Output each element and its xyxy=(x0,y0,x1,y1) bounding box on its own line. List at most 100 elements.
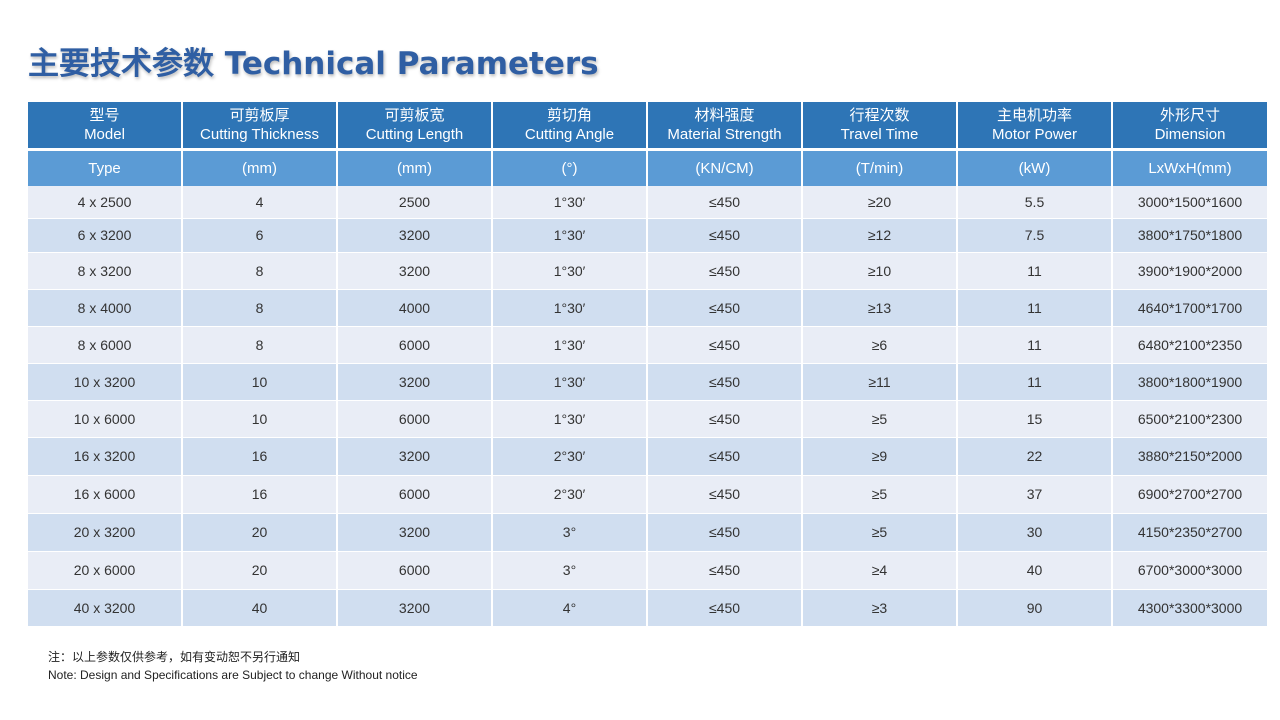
table-cell: ≤450 xyxy=(647,551,803,590)
header-row-names: 型号 Model 可剪板厚 Cutting Thickness 可剪板宽 Cutting … xyxy=(28,102,1267,151)
column-header: 可剪板厚 Cutting Thickness xyxy=(182,102,338,151)
table-cell: ≤450 xyxy=(647,326,803,364)
table-cell: ≥9 xyxy=(802,437,958,476)
table-cell: 8 xyxy=(182,252,338,290)
table-cell: 3° xyxy=(492,513,648,552)
table-cell: 16 xyxy=(182,475,338,514)
table-cell: 2°30′ xyxy=(492,475,648,514)
table-cell: ≥5 xyxy=(802,513,958,552)
parameters-table: 型号 Model 可剪板厚 Cutting Thickness 可剪板宽 Cutting … xyxy=(28,102,1267,627)
table-cell: ≥20 xyxy=(802,186,958,219)
table-cell: 4° xyxy=(492,589,648,627)
table-cell: ≤450 xyxy=(647,437,803,476)
table-cell: 4 x 2500 xyxy=(28,186,183,219)
table-cell: 1°30′ xyxy=(492,400,648,438)
table-cell: 4000 xyxy=(337,289,493,327)
column-header-en: Cutting Thickness xyxy=(200,126,319,143)
table-cell: 7.5 xyxy=(957,218,1113,253)
column-header-en: Dimension xyxy=(1154,126,1226,143)
table-cell: 6700*3000*3000 xyxy=(1112,551,1267,590)
table-cell: 20 x 6000 xyxy=(28,551,183,590)
table-cell: 37 xyxy=(957,475,1113,514)
table-row: 20 x 3200 20 3200 3° ≤450 ≥5 30 4150*2350*2700 xyxy=(28,513,1267,552)
table-cell: 8 x 6000 xyxy=(28,326,183,364)
table-cell: 6480*2100*2350 xyxy=(1112,326,1267,364)
table-cell: 1°30′ xyxy=(492,252,648,290)
table-cell: 6000 xyxy=(337,326,493,364)
footnote-en: Note: Design and Specifications are Subj… xyxy=(48,668,418,682)
table-cell: 8 x 4000 xyxy=(28,289,183,327)
table-cell: 10 xyxy=(182,400,338,438)
table-cell: 20 x 3200 xyxy=(28,513,183,552)
table-cell: 1°30′ xyxy=(492,289,648,327)
table-row: 16 x 6000 16 6000 2°30′ ≤450 ≥5 37 6900*2700*27… xyxy=(28,475,1267,514)
table-cell: 20 xyxy=(182,513,338,552)
column-header-en: Model xyxy=(84,126,125,143)
page-title: 主要技术参数 Technical Parameters xyxy=(28,46,599,82)
table-cell: ≥10 xyxy=(802,252,958,290)
table-cell: ≤450 xyxy=(647,589,803,627)
column-header-en: Travel Time xyxy=(840,126,919,143)
column-unit: LxWxH(mm) xyxy=(1112,149,1267,186)
column-header-cn: 行程次数 xyxy=(849,107,910,124)
column-header-cn: 可剪板宽 xyxy=(384,107,445,124)
table-cell: 10 x 3200 xyxy=(28,363,183,401)
table-cell: 3200 xyxy=(337,363,493,401)
column-header-cn: 型号 xyxy=(89,107,120,124)
column-header: 外形尺寸 Dimension xyxy=(1112,102,1267,151)
column-header-en: Material Strength xyxy=(667,126,782,143)
table-cell: 30 xyxy=(957,513,1113,552)
table-cell: 20 xyxy=(182,551,338,590)
table-cell: 4300*3300*3000 xyxy=(1112,589,1267,627)
table-row: 40 x 3200 40 3200 4° ≤450 ≥3 90 4300*3300*3000 xyxy=(28,589,1267,627)
column-header: 型号 Model xyxy=(28,102,183,151)
column-header: 可剪板宽 Cutting Length xyxy=(337,102,493,151)
column-header-en: Cutting Angle xyxy=(524,126,615,143)
table-cell: ≥5 xyxy=(802,475,958,514)
table-cell: 6500*2100*2300 xyxy=(1112,400,1267,438)
table-row: 8 x 4000 8 4000 1°30′ ≤450 ≥13 11 4640*1700*170… xyxy=(28,289,1267,327)
table-cell: 11 xyxy=(957,252,1113,290)
table-cell: 3900*1900*2000 xyxy=(1112,252,1267,290)
table-cell: 3000*1500*1600 xyxy=(1112,186,1267,219)
column-unit: (KN/CM) xyxy=(647,149,803,186)
table-cell: ≥6 xyxy=(802,326,958,364)
table-cell: ≤450 xyxy=(647,475,803,514)
column-header-cn: 可剪板厚 xyxy=(229,107,290,124)
table-header: 型号 Model 可剪板厚 Cutting Thickness 可剪板宽 Cutting … xyxy=(28,102,1267,186)
column-header: 剪切角 Cutting Angle xyxy=(492,102,648,151)
table-cell: 40 xyxy=(182,589,338,627)
table-cell: 40 xyxy=(957,551,1113,590)
table-cell: 16 x 6000 xyxy=(28,475,183,514)
table-cell: ≥13 xyxy=(802,289,958,327)
table-cell: ≥4 xyxy=(802,551,958,590)
table-cell: 6 x 3200 xyxy=(28,218,183,253)
table-cell: 8 x 3200 xyxy=(28,252,183,290)
table-cell: 3200 xyxy=(337,252,493,290)
table-cell: 1°30′ xyxy=(492,363,648,401)
column-unit: (mm) xyxy=(337,149,493,186)
table-cell: ≥5 xyxy=(802,400,958,438)
table-cell: 22 xyxy=(957,437,1113,476)
column-header: 主电机功率 Motor Power xyxy=(957,102,1113,151)
table-cell: 1°30′ xyxy=(492,186,648,219)
table-cell: 1°30′ xyxy=(492,326,648,364)
table-cell: 8 xyxy=(182,326,338,364)
table-cell: 3200 xyxy=(337,437,493,476)
table-cell: 5.5 xyxy=(957,186,1113,219)
table-cell: 10 x 6000 xyxy=(28,400,183,438)
table-body: 4 x 2500 4 2500 1°30′ ≤450 ≥20 5.5 3000*1500*16… xyxy=(28,186,1267,627)
table-cell: 90 xyxy=(957,589,1113,627)
column-unit: (T/min) xyxy=(802,149,958,186)
column-unit: (kW) xyxy=(957,149,1113,186)
table-cell: 4150*2350*2700 xyxy=(1112,513,1267,552)
table-row: 16 x 3200 16 3200 2°30′ ≤450 ≥9 22 3880*2150*20… xyxy=(28,437,1267,476)
table-cell: 40 x 3200 xyxy=(28,589,183,627)
table-cell: 10 xyxy=(182,363,338,401)
table-cell: 3200 xyxy=(337,513,493,552)
table-cell: ≥3 xyxy=(802,589,958,627)
table-cell: ≤450 xyxy=(647,400,803,438)
table-cell: 11 xyxy=(957,289,1113,327)
table-cell: 16 x 3200 xyxy=(28,437,183,476)
table-cell: ≥11 xyxy=(802,363,958,401)
